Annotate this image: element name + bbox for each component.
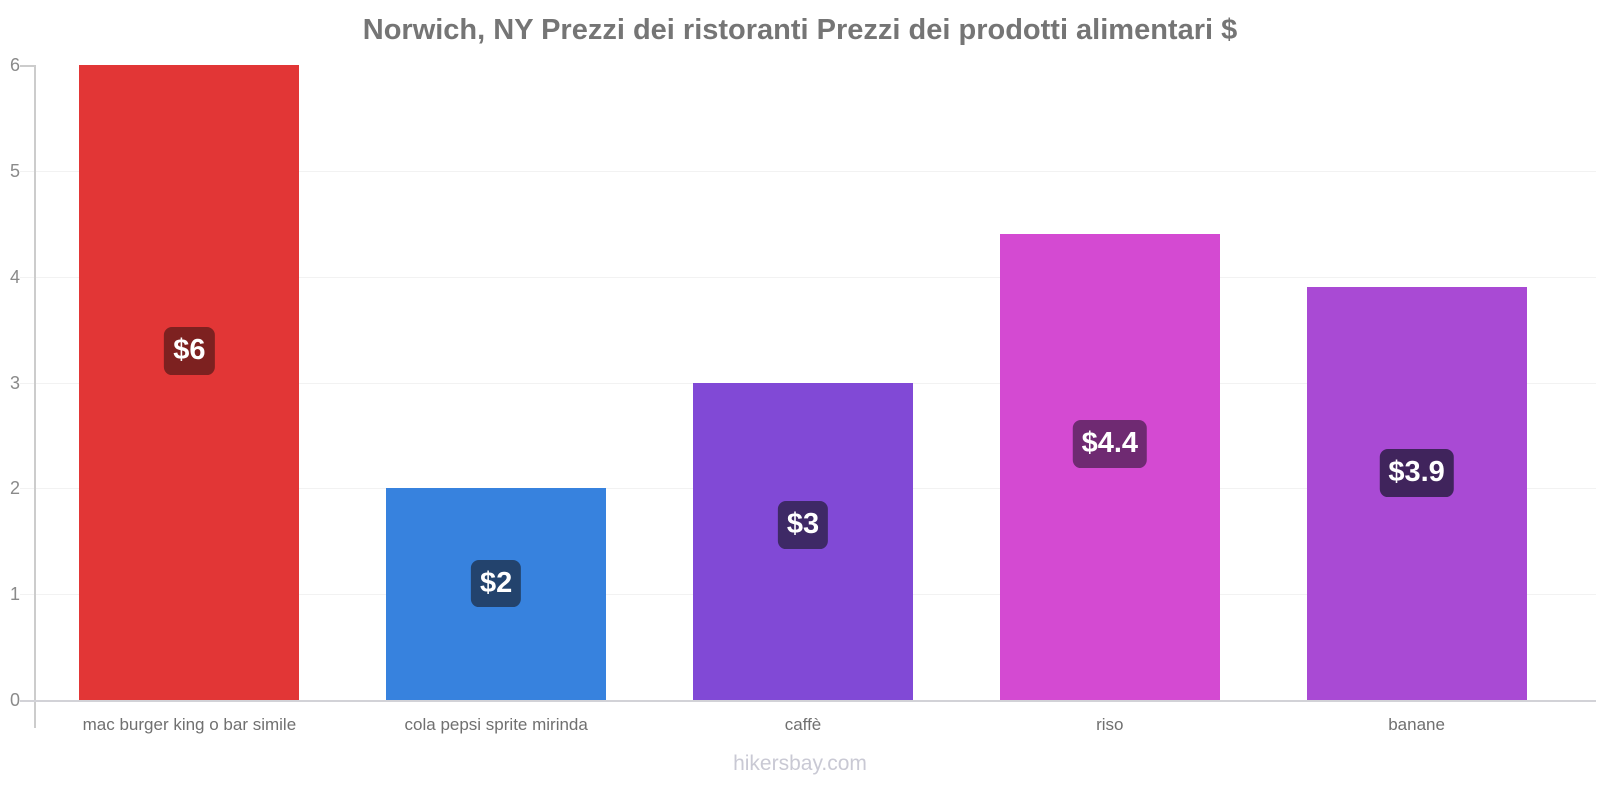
bar: $2 <box>386 488 607 700</box>
x-axis-label: caffè <box>784 715 822 734</box>
x-axis-label: riso <box>1096 715 1124 734</box>
bar-value-badge: $2 <box>471 559 522 608</box>
plot-area: 0 1 2 3 4 5 6 $6 $2 $3 $4.4 $3.9 <box>0 55 1600 728</box>
y-axis-label: 0 <box>9 690 20 710</box>
gridline <box>20 276 1596 278</box>
y-axis-label: 3 <box>9 372 20 393</box>
x-axis-label: banane <box>1388 715 1445 734</box>
bar: $4.4 <box>999 234 1220 700</box>
y-axis-label: 5 <box>9 160 20 181</box>
chart-title: Norwich, NY Prezzi dei ristoranti Prezzi… <box>362 14 1238 46</box>
gridline <box>20 170 1596 172</box>
y-axis-label: 2 <box>9 478 20 499</box>
bar: $3 <box>693 382 913 700</box>
x-axis-label: mac burger king o bar simile <box>82 715 297 734</box>
bar-value-badge: $4.4 <box>1072 419 1148 468</box>
y-axis-label: 6 <box>9 55 20 75</box>
x-axis-line <box>20 700 1596 702</box>
y-axis-line <box>34 65 36 728</box>
x-axis-label: cola pepsi sprite mirinda <box>404 715 588 734</box>
bar: $6 <box>79 65 300 700</box>
bar-value-badge: $3.9 <box>1379 449 1454 497</box>
y-axis-label: 1 <box>9 584 20 605</box>
watermark: hikersbay.com <box>733 752 867 775</box>
bar: $3.9 <box>1306 287 1527 700</box>
y-axis-tick <box>20 65 36 67</box>
x-axis-labels: mac burger king o bar simile cola pepsi s… <box>0 712 1600 742</box>
bar-value-badge: $3 <box>777 501 829 550</box>
bar-value-badge: $6 <box>164 326 215 375</box>
y-axis-label: 4 <box>9 266 20 287</box>
